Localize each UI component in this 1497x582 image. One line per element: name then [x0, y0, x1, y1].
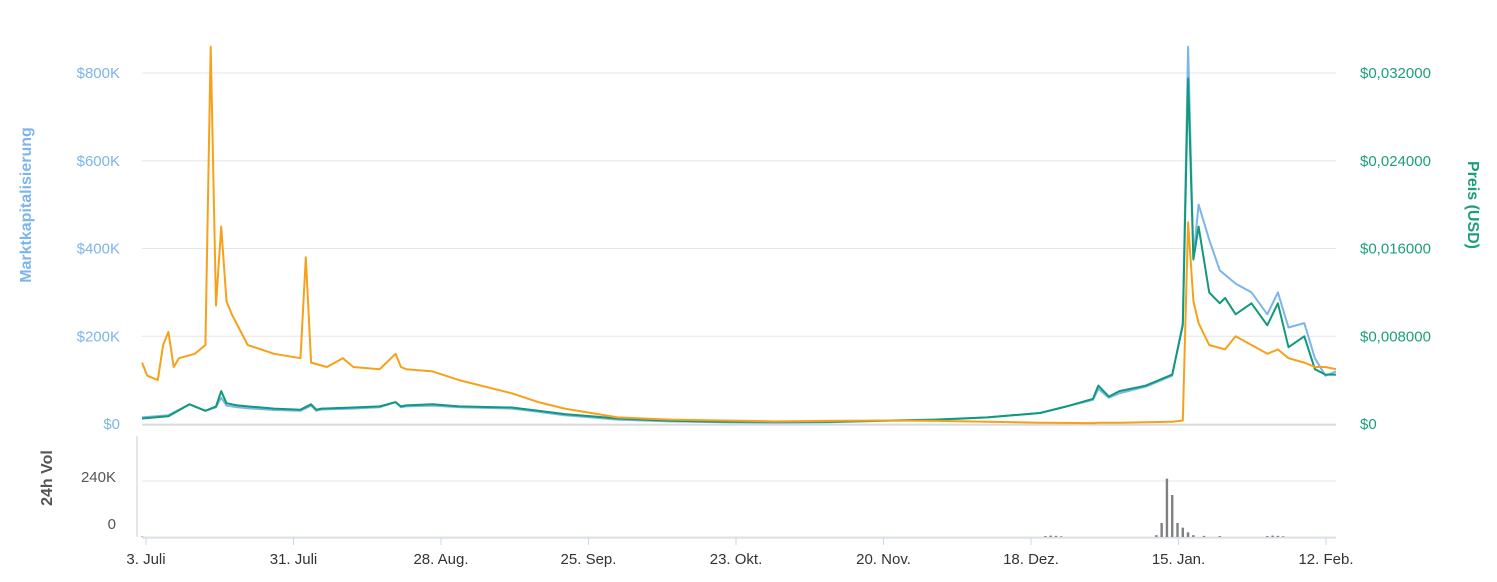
left-tick-label: $800K	[77, 65, 120, 82]
volume-bar	[1202, 535, 1206, 537]
x-tick-label: 12. Feb.	[1298, 551, 1353, 568]
x-tick-label: 20. Nov.	[856, 551, 911, 568]
volume-bar	[140, 536, 144, 538]
volume-axis-label: 24h Vol	[39, 450, 56, 506]
series-line-price_green	[141, 77, 1336, 423]
right-tick-label: $0	[1360, 416, 1377, 433]
volume-bars	[140, 478, 1285, 538]
x-tick-label: 23. Okt.	[710, 551, 763, 568]
right-tick-label: $0,016000	[1360, 241, 1431, 258]
volume-bar	[1276, 535, 1280, 537]
volume-bar	[1271, 535, 1274, 537]
x-tick-label: 15. Jan.	[1152, 551, 1205, 568]
right-axis-label: Preis (USD)	[1464, 161, 1481, 249]
volume-bar	[1155, 535, 1158, 537]
right-tick-label: $0,024000	[1360, 153, 1431, 170]
volume-bar	[1281, 536, 1285, 537]
volume-axis-ticks: 0 240K	[81, 469, 116, 533]
x-tick-label: 3. Juli	[126, 551, 165, 568]
series-layer	[141, 45, 1337, 425]
volume-bar	[1218, 536, 1221, 537]
volume-bar	[1049, 535, 1052, 537]
volume-bar	[1054, 535, 1058, 537]
volume-tick-label: 0	[108, 516, 116, 533]
right-tick-label: $0,032000	[1360, 65, 1431, 82]
left-tick-label: $600K	[77, 153, 120, 170]
volume-bar	[1171, 495, 1174, 537]
main-gridlines	[142, 72, 1336, 426]
left-tick-label: $400K	[77, 241, 120, 258]
series-line-price_orange	[141, 45, 1337, 425]
volume-bar	[1165, 478, 1169, 537]
volume-bar	[1060, 536, 1063, 537]
x-tick-label: 25. Sep.	[561, 551, 617, 568]
volume-gridlines	[136, 436, 1336, 539]
x-tick-label: 18. Dez.	[1003, 551, 1059, 568]
left-axis-ticks: $0 $200K $400K $600K $800K	[77, 65, 120, 433]
x-tick-label: 31. Juli	[270, 551, 318, 568]
volume-bar	[1044, 536, 1047, 537]
right-tick-label: $0,008000	[1360, 328, 1431, 345]
x-axis-ticks: 3. Juli 31. Juli 28. Aug. 25. Sep. 23. Okt. 2…	[126, 538, 1354, 568]
volume-bar	[1186, 532, 1190, 537]
left-tick-label: $0	[103, 416, 120, 433]
right-axis-ticks: $0 $0,008000 $0,016000 $0,024000 $0,032000	[1360, 65, 1431, 433]
left-tick-label: $200K	[77, 328, 120, 345]
volume-bar	[1160, 523, 1163, 537]
volume-bar	[1181, 527, 1184, 537]
volume-bar	[1266, 536, 1269, 537]
left-axis-label: Marktkapitalisierung	[18, 127, 35, 283]
x-tick-label: 28. Aug.	[413, 551, 468, 568]
volume-tick-label: 240K	[81, 469, 116, 486]
volume-bar	[1176, 523, 1179, 537]
volume-bar	[1192, 535, 1195, 537]
